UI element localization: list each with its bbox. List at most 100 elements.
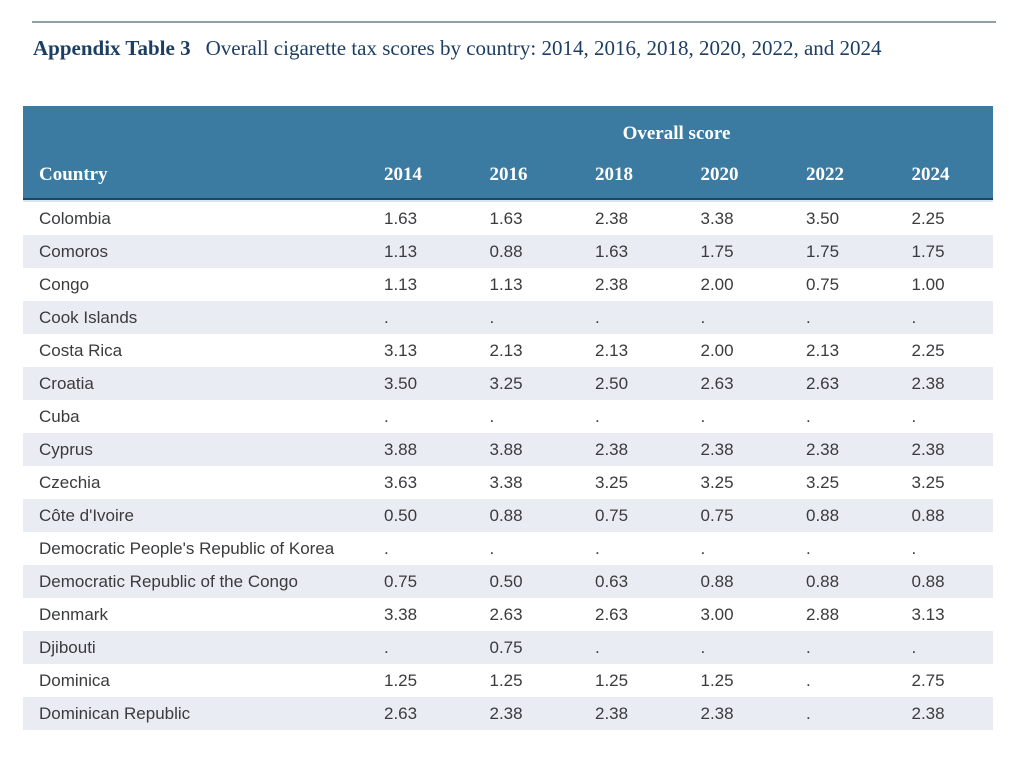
score-cell: 2.13 xyxy=(806,341,840,360)
score-cell: 2.38 xyxy=(676,697,782,730)
score-cell: 2.38 xyxy=(571,433,677,466)
score-cell: 0.88 xyxy=(887,499,993,532)
table-row: Democratic People's Republic of Korea . … xyxy=(23,532,993,565)
score-cell: 3.38 xyxy=(384,605,418,624)
table-row: Comoros 1.13 0.88 1.63 1.75 1.75 1.75 xyxy=(23,235,993,268)
score-cell: . xyxy=(571,631,677,664)
score-cell: 3.00 xyxy=(700,605,734,624)
score-cell: 3.25 xyxy=(700,473,734,492)
score-cell: . xyxy=(700,539,706,558)
score-cell: . xyxy=(887,301,993,334)
country-cell: Colombia xyxy=(23,200,360,235)
score-cell: 3.88 xyxy=(465,433,571,466)
score-cell: 2.38 xyxy=(571,200,677,235)
score-cell: 2.38 xyxy=(676,433,782,466)
score-cell: . xyxy=(384,539,389,558)
score-cell: . xyxy=(489,407,495,426)
score-cell: . xyxy=(806,407,811,426)
table-row: Cuba . . . . . . xyxy=(23,400,993,433)
score-cell: . xyxy=(489,539,495,558)
table-row: Côte d'Ivoire 0.50 0.88 0.75 0.75 0.88 0… xyxy=(23,499,993,532)
country-cell: Czechia xyxy=(39,473,101,492)
score-cell: 3.63 xyxy=(384,473,418,492)
score-cell: 1.25 xyxy=(700,671,734,690)
table-row: Dominican Republic 2.63 2.38 2.38 2.38 .… xyxy=(23,697,993,730)
score-cell: 0.88 xyxy=(676,565,782,598)
score-cell: 0.88 xyxy=(465,499,571,532)
top-divider-rule xyxy=(32,21,996,23)
score-cell: . xyxy=(571,301,677,334)
table-row: Cyprus 3.88 3.88 2.38 2.38 2.38 2.38 xyxy=(23,433,993,466)
table-row: Democratic Republic of the Congo 0.75 0.… xyxy=(23,565,993,598)
score-cell: 3.25 xyxy=(465,367,571,400)
score-cell: 1.25 xyxy=(595,671,629,690)
score-cell: 2.38 xyxy=(887,433,993,466)
score-cell: . xyxy=(911,539,917,558)
country-cell: Comoros xyxy=(23,235,360,268)
score-cell: 1.25 xyxy=(489,671,523,690)
score-cell: 2.75 xyxy=(911,671,945,690)
country-cell: Dominica xyxy=(39,671,110,690)
year-column-header-2014: 2014 xyxy=(360,146,466,200)
score-cell: 1.25 xyxy=(384,671,418,690)
score-cell: 2.38 xyxy=(571,697,677,730)
score-cell: 3.25 xyxy=(595,473,629,492)
score-cell: 0.75 xyxy=(676,499,782,532)
overall-score-spanner: Overall score xyxy=(360,106,993,146)
score-cell: . xyxy=(782,697,888,730)
table-title: Appendix Table 3 Overall cigarette tax s… xyxy=(33,33,882,63)
country-cell: Cyprus xyxy=(23,433,360,466)
table-title-label: Appendix Table 3 xyxy=(33,36,191,60)
score-cell: 3.50 xyxy=(782,200,888,235)
score-cell: 1.75 xyxy=(887,235,993,268)
year-column-header-2020: 2020 xyxy=(676,146,782,200)
score-cell: 1.75 xyxy=(782,235,888,268)
score-cell: . xyxy=(595,539,600,558)
country-cell: Croatia xyxy=(23,367,360,400)
score-cell: . xyxy=(700,407,706,426)
year-column-header-2018: 2018 xyxy=(571,146,677,200)
score-cell: 0.88 xyxy=(782,499,888,532)
score-cell: 0.75 xyxy=(571,499,677,532)
score-cell: 0.88 xyxy=(782,565,888,598)
score-cell: . xyxy=(911,407,917,426)
score-cell: 2.63 xyxy=(595,605,629,624)
country-cell: Cook Islands xyxy=(23,301,360,334)
score-cell: 3.38 xyxy=(489,473,523,492)
score-cell: . xyxy=(887,631,993,664)
score-cell: 3.88 xyxy=(360,433,466,466)
year-column-header-2016: 2016 xyxy=(465,146,571,200)
score-cell: 2.88 xyxy=(806,605,840,624)
score-cell: 2.63 xyxy=(676,367,782,400)
score-cell: 2.25 xyxy=(911,341,945,360)
country-cell: Costa Rica xyxy=(39,341,123,360)
score-cell: 3.25 xyxy=(911,473,945,492)
score-cell: 2.63 xyxy=(360,697,466,730)
table-row: Colombia 1.63 1.63 2.38 3.38 3.50 2.25 xyxy=(23,200,993,235)
score-cell: 2.13 xyxy=(595,341,629,360)
score-cell: . xyxy=(676,301,782,334)
score-cell: . xyxy=(595,407,600,426)
score-cell: 1.75 xyxy=(676,235,782,268)
country-cell: Côte d'Ivoire xyxy=(23,499,360,532)
score-cell: 2.38 xyxy=(887,367,993,400)
year-column-header-2022: 2022 xyxy=(782,146,888,200)
score-cell: 2.38 xyxy=(465,697,571,730)
score-cell: 1.13 xyxy=(360,235,466,268)
score-cell: . xyxy=(806,671,811,690)
score-cell: 2.63 xyxy=(782,367,888,400)
country-cell: Djibouti xyxy=(23,631,360,664)
table-row: Croatia 3.50 3.25 2.50 2.63 2.63 2.38 xyxy=(23,367,993,400)
score-cell: 0.75 xyxy=(806,275,840,294)
score-cell: 2.13 xyxy=(489,341,523,360)
score-cell: 0.63 xyxy=(571,565,677,598)
score-cell: . xyxy=(782,301,888,334)
table-title-text: Overall cigarette tax scores by country:… xyxy=(205,36,882,60)
year-column-header-2024: 2024 xyxy=(887,146,993,200)
country-cell: Cuba xyxy=(39,407,80,426)
score-cell: 1.00 xyxy=(911,275,945,294)
score-cell: 0.50 xyxy=(360,499,466,532)
score-cell: 1.63 xyxy=(360,200,466,235)
table-row: Cook Islands . . . . . . xyxy=(23,301,993,334)
